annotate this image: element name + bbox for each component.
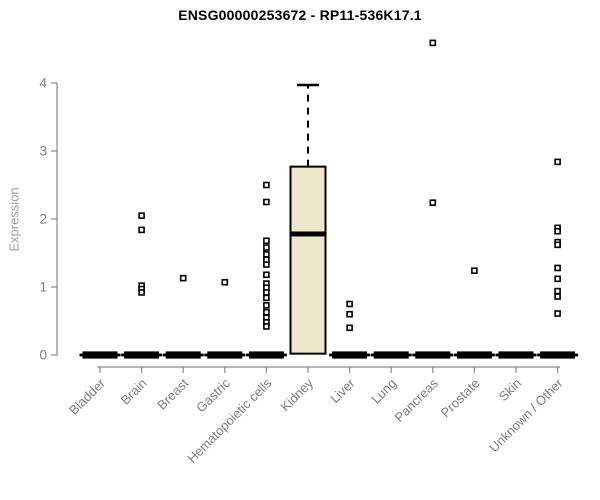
x-category-label: Unknown / Other [486,375,566,455]
outlier-point-liver [346,310,353,318]
outlier-point-brain [138,212,145,219]
y-tick-label: 3 [39,144,47,159]
box-liver [332,351,368,359]
x-category-label: Kidney [277,375,316,414]
outlier-point-hematopoietic-cells [263,289,270,296]
box-hematopoietic-cells [248,351,284,359]
outlier-point-liver [346,324,353,332]
outlier-point-brain [138,289,145,296]
outlier-point-hematopoietic-cells [263,294,270,302]
outlier-point-pancreas [429,199,437,206]
outlier-point-unknown-other [554,287,561,295]
x-category-label: Prostate [438,376,483,421]
box-skin [498,351,534,359]
outlier-point-unknown-other [554,241,561,249]
outlier-point-hematopoietic-cells [263,251,270,258]
y-tick-label: 0 [39,348,47,363]
outlier-point-hematopoietic-cells [263,261,270,268]
box-bladder [82,351,118,359]
box-lung [373,351,409,359]
box-unknown-other [540,351,576,359]
box-breast [165,351,201,359]
box-kidney [289,165,327,355]
outlier-point-hematopoietic-cells [263,198,270,206]
outlier-point-hematopoietic-cells [263,302,270,309]
x-category-label: Gastric [193,375,233,415]
box-brain [124,351,160,359]
outlier-point-hematopoietic-cells [263,323,270,330]
y-tick-label: 4 [39,76,47,91]
outlier-point-unknown-other [554,275,561,283]
outlier-point-liver [346,300,353,308]
x-category-label: Skin [496,376,524,404]
outlier-point-hematopoietic-cells [263,237,270,245]
outlier-point-unknown-other [554,264,561,272]
x-category-label: Bladder [66,375,109,418]
outlier-point-brain [138,226,145,234]
y-tick-label: 2 [39,212,47,227]
outlier-point-breast [179,274,187,282]
outlier-point-hematopoietic-cells [263,244,270,251]
box-pancreas [415,351,451,359]
outlier-point-prostate [471,267,478,274]
x-category-label: Pancreas [391,375,441,425]
outlier-point-unknown-other [554,227,561,235]
outlier-point-hematopoietic-cells [263,271,270,279]
outlier-point-unknown-other [554,293,561,300]
x-category-label: Breast [154,375,191,412]
chart-title: ENSG00000253672 - RP11-536K17.1 [178,7,422,23]
x-category-label: Lung [368,376,399,407]
y-tick-label: 1 [39,280,47,295]
box-gastric [207,351,243,359]
x-category-label: Liver [327,375,358,406]
outlier-point-unknown-other [554,158,561,166]
x-category-label: Brain [118,376,150,408]
outlier-point-gastric [221,278,229,286]
outlier-point-hematopoietic-cells [263,308,270,316]
box-prostate [456,351,492,359]
outlier-point-unknown-other [554,310,561,317]
median-kidney [290,231,326,237]
outlier-point-pancreas [429,39,437,47]
outlier-point-hematopoietic-cells [263,181,270,189]
